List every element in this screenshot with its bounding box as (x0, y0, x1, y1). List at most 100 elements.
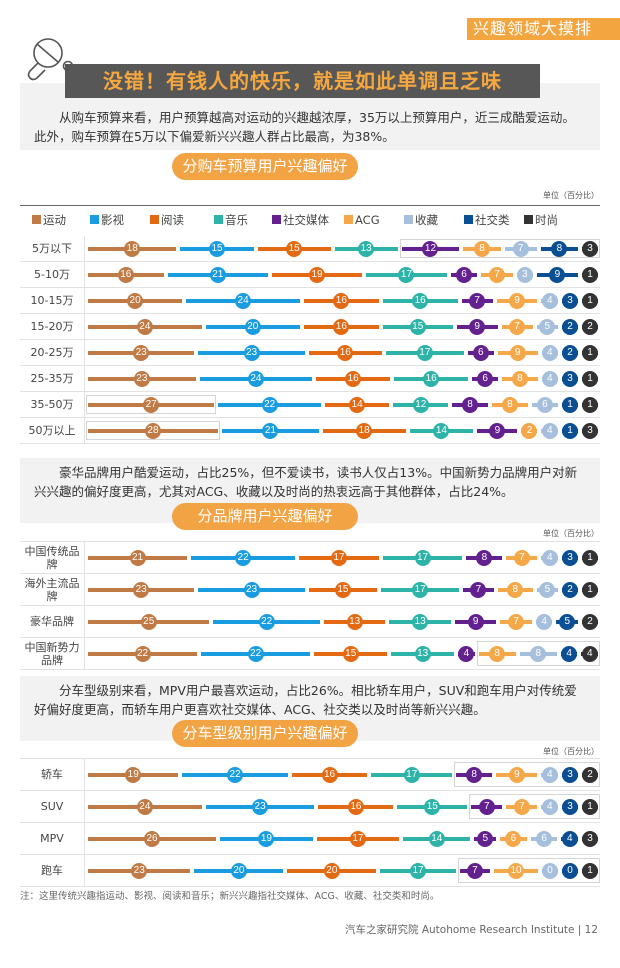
value-badge: 4 (541, 344, 558, 361)
value-badge: 5 (477, 830, 494, 847)
legend-item: 收藏 (404, 212, 438, 228)
value-badge: 23 (133, 344, 150, 361)
highlight-box (457, 858, 600, 883)
value-badge: 6 (477, 370, 494, 387)
value-badge: 3 (562, 370, 578, 387)
value-badge: 9 (467, 613, 484, 630)
highlight-box (469, 794, 600, 819)
value-badge: 8 (462, 396, 479, 413)
value-badge: 2 (562, 581, 578, 598)
value-badge: 8 (466, 766, 483, 783)
value-badge: 22 (227, 766, 244, 783)
row-label: 豪华品牌 (20, 606, 85, 637)
footnote: 注：这里传统兴趣指运动、影视、阅读和音乐；新兴兴趣指社交媒体、ACG、收藏、社交… (20, 891, 440, 902)
value-badge: 16 (412, 292, 429, 309)
legend-label: 阅读 (161, 212, 184, 227)
value-badge: 8 (507, 581, 524, 598)
chart-row: 25-35万 23 24 16 16 6 8 4 3 1 (20, 366, 600, 392)
value-badge: 4 (541, 549, 558, 566)
value-badge: 26 (144, 830, 161, 847)
value-badge: 18 (356, 422, 373, 439)
value-badge: 3 (562, 798, 578, 815)
value-badge: 4 (581, 645, 598, 662)
value-badge: 7 (466, 862, 483, 879)
row-label: 15-20万 (20, 314, 85, 339)
value-badge: 14 (428, 830, 445, 847)
value-badge: 6 (536, 830, 553, 847)
value-badge: 15 (334, 581, 351, 598)
value-badge: 1 (582, 798, 598, 815)
value-badge: 22 (261, 396, 278, 413)
legend-label: 运动 (43, 212, 66, 227)
value-badge: 7 (513, 798, 530, 815)
legend-item: 社交媒体 (272, 212, 329, 228)
value-badge: 2 (582, 318, 598, 335)
value-badge: 4 (458, 645, 475, 662)
value-badge: 13 (358, 240, 375, 257)
value-badge: 4 (541, 370, 558, 387)
value-badge: 7 (469, 292, 486, 309)
value-badge: 2 (582, 613, 598, 630)
legend-label: 收藏 (415, 212, 438, 227)
value-badge: 27 (143, 396, 160, 413)
value-badge: 14 (433, 422, 450, 439)
value-badge: 22 (134, 645, 151, 662)
legend-item: ACG (344, 213, 380, 227)
value-badge: 25 (140, 613, 157, 630)
chart-row: 中国传统品牌 21 22 17 17 8 7 4 3 1 (20, 542, 600, 574)
value-badge: 28 (144, 422, 161, 439)
value-badge: 7 (489, 266, 505, 283)
highlight-box (86, 395, 217, 414)
row-label: 50万以上 (20, 418, 85, 443)
value-badge: 2 (521, 422, 538, 439)
value-badge: 4 (541, 292, 558, 309)
value-badge: 10 (508, 862, 525, 879)
legend-label: 社交媒体 (283, 212, 329, 227)
value-badge: 19 (309, 266, 325, 283)
value-badge: 12 (412, 396, 429, 413)
intro-text-brand: 豪华品牌用户酷爱运动，占比25%，但不爱读书，读书人仅占13%。中国新势力品牌用… (34, 465, 578, 499)
value-badge: 23 (243, 344, 260, 361)
value-badge: 9 (469, 318, 486, 335)
legend-item: 影视 (90, 212, 124, 228)
legend-label: 社交类 (475, 212, 510, 227)
value-badge: 23 (131, 862, 148, 879)
legend-label: ACG (355, 212, 380, 227)
chart-row: 5-10万 16 21 19 17 6 7 3 9 1 (20, 262, 600, 288)
intro-text-class: 分车型级别来看，MPV用户最喜欢运动，占比26%。相比轿车用户，SUV和跑车用户… (34, 683, 577, 717)
legend-item: 社交类 (464, 212, 510, 228)
value-badge: 17 (412, 581, 429, 598)
value-badge: 7 (508, 613, 525, 630)
value-badge: 23 (252, 798, 269, 815)
value-badge: 17 (414, 549, 431, 566)
value-badge: 8 (530, 645, 547, 662)
value-badge: 16 (333, 292, 350, 309)
value-badge: 17 (403, 766, 420, 783)
value-badge: 17 (330, 549, 347, 566)
legend-swatch (404, 215, 413, 224)
value-badge: 1 (582, 396, 598, 413)
value-badge: 7 (478, 798, 495, 815)
value-badge: 21 (129, 549, 146, 566)
value-badge: 8 (489, 645, 506, 662)
chart-row: 轿车 19 22 16 17 8 9 4 3 2 (20, 759, 600, 791)
chart-row: SUV 24 23 16 15 7 7 4 3 1 (20, 791, 600, 823)
value-badge: 17 (349, 830, 366, 847)
value-badge: 9 (549, 266, 566, 283)
value-badge: 15 (342, 645, 359, 662)
value-badge: 6 (536, 396, 553, 413)
value-badge: 21 (209, 266, 226, 283)
value-badge: 6 (505, 830, 522, 847)
value-badge: 13 (414, 645, 431, 662)
value-badge: 9 (509, 292, 526, 309)
chart-row: MPV 26 19 17 14 5 6 6 4 3 (20, 823, 600, 855)
value-badge: 3 (582, 422, 598, 439)
value-badge: 18 (124, 240, 141, 257)
legend-swatch (524, 215, 533, 224)
unit-label-budget: 单位（百分比） (543, 191, 599, 200)
chart-row: 海外主流品牌 23 23 15 17 7 8 5 2 1 (20, 574, 600, 606)
row-label: 中国传统品牌 (20, 542, 85, 573)
value-badge: 4 (561, 645, 578, 662)
value-badge: 3 (562, 766, 578, 783)
value-badge: 24 (136, 318, 153, 335)
